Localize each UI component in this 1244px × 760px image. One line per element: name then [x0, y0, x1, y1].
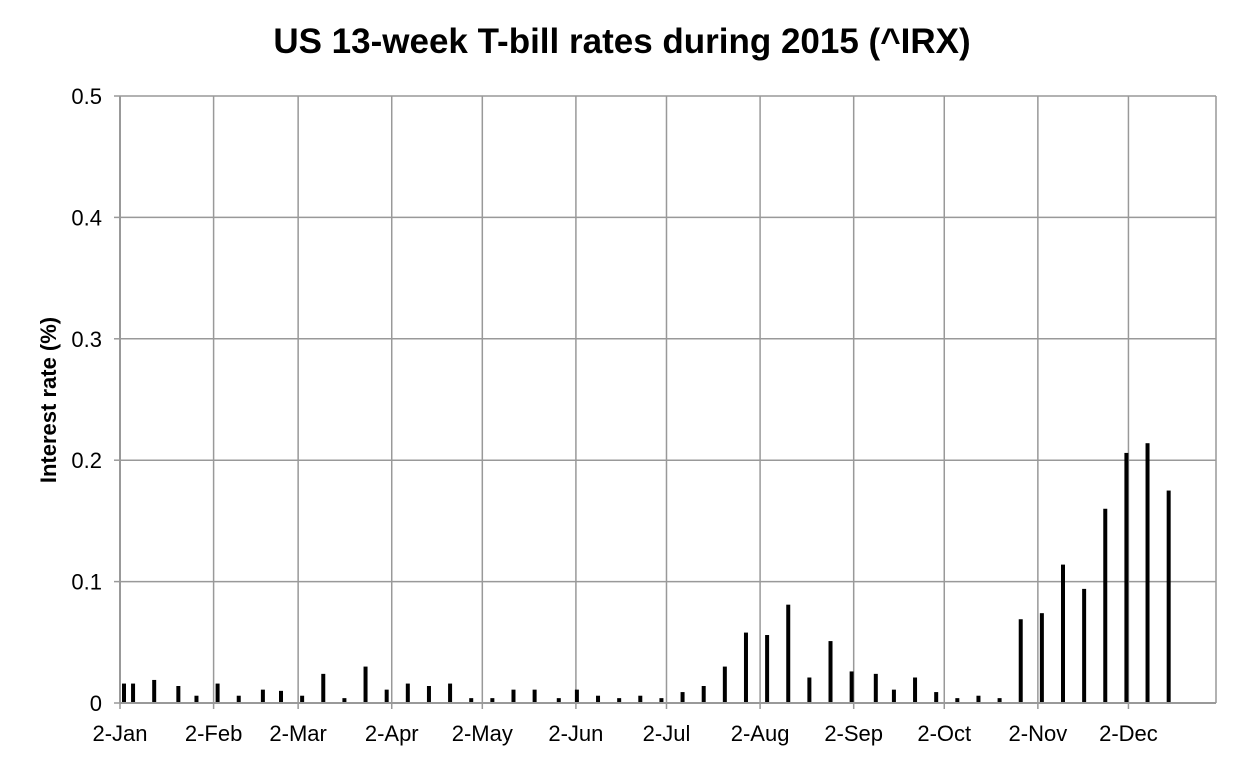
bar — [511, 689, 516, 703]
bar — [176, 686, 181, 703]
bar — [680, 692, 685, 703]
bar — [743, 632, 748, 703]
grid — [119, 95, 1217, 709]
x-tick-label: 2-May — [452, 721, 513, 746]
x-tick-label: 2-Dec — [1099, 721, 1158, 746]
bar — [1039, 613, 1044, 703]
bar — [976, 695, 981, 703]
y-tick-label: 0.2 — [71, 448, 102, 473]
bar — [955, 698, 960, 703]
bar — [617, 698, 622, 703]
x-tick-label: 2-Oct — [917, 721, 971, 746]
bar — [913, 677, 918, 703]
bar — [997, 698, 1002, 703]
bar — [1124, 452, 1129, 703]
bar — [765, 635, 770, 703]
bar — [405, 683, 410, 703]
x-tick-label: 2-Nov — [1009, 721, 1068, 746]
x-tick-label: 2-Aug — [731, 721, 790, 746]
bar — [828, 641, 833, 703]
y-tick-label: 0.4 — [71, 205, 102, 230]
bar — [807, 677, 812, 703]
bar — [384, 689, 389, 703]
x-tick-label: 2-Mar — [269, 721, 326, 746]
bar — [891, 689, 896, 703]
bar — [786, 604, 791, 703]
bar — [342, 698, 347, 703]
bar — [426, 686, 431, 703]
y-tick-label: 0.5 — [71, 84, 102, 109]
bar — [363, 666, 368, 703]
bar — [849, 671, 854, 703]
y-tick-labels: 0 0.1 0.2 0.3 0.4 0.5 — [71, 84, 102, 716]
bar — [1145, 443, 1150, 703]
axes — [114, 95, 1216, 704]
y-tick-label: 0.3 — [71, 327, 102, 352]
chart-title: US 13-week T-bill rates during 2015 (^IR… — [273, 22, 971, 61]
bar — [556, 698, 561, 703]
y-tick-label: 0.1 — [71, 570, 102, 595]
bar — [321, 673, 326, 703]
bar — [532, 689, 537, 703]
bar — [934, 692, 939, 703]
bar — [574, 689, 579, 703]
bar — [596, 695, 601, 703]
bar — [236, 695, 241, 703]
bar — [1166, 490, 1171, 703]
bar — [1082, 588, 1087, 703]
bar — [873, 673, 878, 703]
bar — [448, 683, 453, 703]
x-tick-label: 2-Sep — [824, 721, 883, 746]
bar — [638, 695, 643, 703]
bar — [490, 698, 495, 703]
bar — [300, 695, 305, 703]
bar — [279, 690, 284, 703]
bar — [194, 695, 199, 703]
x-tick-label: 2-Feb — [185, 721, 242, 746]
bar — [215, 683, 220, 703]
bar — [131, 683, 136, 703]
bar — [260, 689, 265, 703]
bar — [1060, 564, 1065, 703]
bar — [469, 698, 474, 703]
x-tick-label: 2-Apr — [365, 721, 419, 746]
bar — [722, 666, 727, 703]
bars — [122, 443, 1171, 703]
x-tick-label: 2-Jun — [548, 721, 603, 746]
bar — [1018, 619, 1023, 703]
x-tick-label: 2-Jan — [92, 721, 147, 746]
x-tick-labels: 2-Jan 2-Feb 2-Mar 2-Apr 2-May 2-Jun 2-Jul 2-Aug… — [92, 721, 1157, 746]
x-tick-label: 2-Jul — [643, 721, 691, 746]
bar — [659, 698, 664, 703]
bar — [1103, 508, 1108, 703]
y-axis-title: Interest rate (%) — [36, 317, 61, 483]
bar — [701, 686, 706, 703]
y-tick-label: 0 — [90, 691, 102, 716]
bar — [152, 679, 157, 703]
bar — [122, 683, 126, 703]
